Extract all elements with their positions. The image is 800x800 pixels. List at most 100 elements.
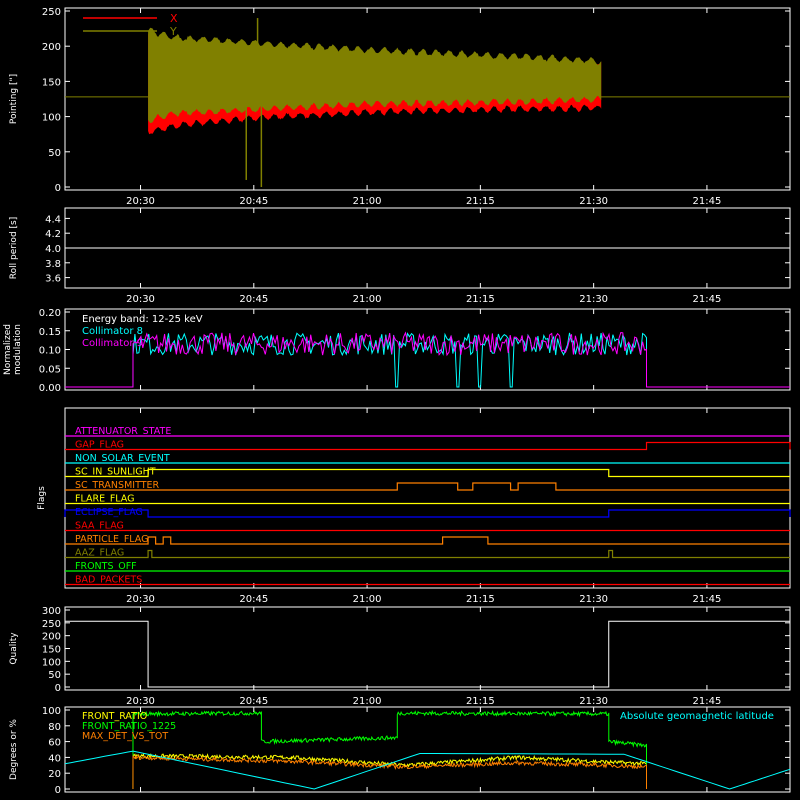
flag-line — [65, 536, 790, 545]
y-tick-label: 20 — [48, 769, 61, 780]
flag-label: ECLIPSE_FLAG — [75, 507, 143, 518]
flag-label: SAA_FLAG — [75, 521, 124, 532]
y-axis-label: Pointing ["] — [9, 74, 19, 124]
y-tick-label: 100 — [42, 657, 61, 668]
panel-frame — [64, 706, 791, 793]
y-tick-label: 4.2 — [45, 229, 61, 240]
x-tick-label: 21:00 — [353, 594, 382, 605]
y-axis-label: Roll period [s] — [9, 217, 19, 279]
x-tick-label: 20:30 — [126, 594, 155, 605]
x-tick-label: 21:00 — [353, 696, 382, 707]
x-tick-label: 21:15 — [466, 696, 495, 707]
panel-frame — [64, 606, 791, 691]
x-tick-label: 21:00 — [353, 196, 382, 207]
flag-line — [64, 509, 791, 518]
legend-label: MAX_DET_VS_TOT — [82, 731, 168, 742]
x-tick-label: 21:30 — [579, 594, 608, 605]
x-tick-label: 21:45 — [693, 594, 722, 605]
legend-label: FRONT_RATIO — [82, 711, 147, 722]
y-tick-label: 0 — [55, 683, 61, 694]
y-tick-label: 100 — [42, 706, 61, 717]
legend-label: X — [170, 12, 178, 25]
x-tick-label: 20:30 — [126, 696, 155, 707]
y-tick-label: 3.8 — [45, 259, 61, 270]
legend-label: FRONT_RATIO_1225 — [82, 721, 176, 732]
x-tick-label: 21:30 — [579, 294, 608, 305]
x-tick-label: 21:30 — [579, 696, 608, 707]
panel-roll: 20:30 20:45 21:00 21:15 21:30 21:45 3.6 3.8 4.0 4… — [9, 207, 791, 305]
panel-modulation: 0.00 0.05 0.10 0.15 0.20 Normalized modulation… — [3, 308, 791, 394]
series-line-Absolute geomagnetic latitude — [64, 750, 791, 790]
flag-line — [65, 441, 791, 451]
flag-label: PARTICLE_FLAG — [75, 534, 148, 545]
y-tick-label: 0 — [55, 183, 61, 194]
y-tick-label: 100 — [42, 113, 61, 124]
panel-frame — [64, 407, 791, 589]
y-tick-label: 0.00 — [39, 383, 61, 394]
y-tick-label: 200 — [42, 632, 61, 643]
y-tick-label: 3.6 — [45, 274, 61, 285]
y-tick-label: 60 — [48, 738, 61, 749]
x-tick-label: 20:30 — [126, 294, 155, 305]
flag-label: SC_TRANSMITTER — [75, 480, 160, 491]
energy-band-annotation: Energy band: 12-25 keV — [82, 314, 203, 325]
panel-flags: 20:30 20:45 21:00 21:15 21:30 21:45 Flags ATTEN… — [37, 407, 791, 605]
flag-line — [65, 468, 790, 478]
y-tick-label: 250 — [42, 7, 61, 18]
y-axis-label: Degrees or % — [9, 719, 19, 780]
flag-label: ATTENUATOR_STATE — [75, 426, 171, 437]
flag-label: FRONTS_OFF — [75, 561, 137, 572]
x-tick-label: 21:45 — [693, 294, 722, 305]
x-tick-label: 21:15 — [466, 594, 495, 605]
flag-label: BAD_PACKETS — [75, 575, 142, 586]
y-tick-label: 0 — [55, 785, 61, 796]
flag-line — [65, 549, 790, 559]
flag-label: GAP_FLAG — [75, 440, 124, 451]
y-tick-label: 40 — [48, 753, 61, 764]
y-tick-label: 50 — [48, 670, 61, 681]
x-tick-label: 20:30 — [126, 196, 155, 207]
y-tick-label: 0.10 — [39, 346, 61, 357]
flag-label: FLARE_FLAG — [75, 494, 135, 505]
y-axis-label: modulation — [13, 324, 23, 375]
panel-ratios: 0 20 40 60 80 100 Degrees or % FRONT_RATIOFRONT… — [9, 706, 791, 796]
y-axis-label: Quality — [9, 632, 19, 665]
flag-label: SC_IN_SUNLIGHT — [75, 467, 156, 478]
x-tick-label: 21:45 — [693, 196, 722, 207]
x-tick-label: 20:45 — [239, 294, 268, 305]
legend-label: Collimator 9 — [82, 338, 143, 349]
flag-label: AAZ_FLAG — [75, 548, 124, 559]
flag-label: NON_SOLAR_EVENT — [75, 453, 170, 464]
x-tick-label: 21:45 — [693, 696, 722, 707]
legend-label: Collimator 8 — [82, 326, 143, 337]
x-tick-label: 21:30 — [579, 196, 608, 207]
series-line — [65, 620, 790, 688]
series-line-Collimator 8 — [65, 332, 790, 388]
y-axis-label: Normalized — [3, 324, 13, 375]
geomagnetic-latitude-annotation: Absolute geomagnetic latitude — [620, 711, 774, 722]
x-tick-label: 21:15 — [466, 196, 495, 207]
x-tick-label: 21:00 — [353, 294, 382, 305]
y-tick-label: 50 — [48, 148, 61, 159]
x-tick-label: 21:15 — [466, 294, 495, 305]
legend-label: Y — [169, 25, 177, 38]
y-tick-label: 4.4 — [45, 214, 61, 225]
series-line-MAX_DET_VS_TOT — [132, 754, 648, 790]
y-tick-label: 200 — [42, 42, 61, 53]
flag-line — [65, 482, 790, 491]
series-line-Collimator 9 — [65, 331, 790, 388]
x-tick-label: 20:45 — [239, 696, 268, 707]
y-tick-label: 250 — [42, 619, 61, 630]
panel-frame — [64, 7, 791, 191]
y-tick-label: 150 — [42, 77, 61, 88]
y-tick-label: 0.15 — [39, 327, 61, 338]
y-tick-label: 80 — [48, 722, 61, 733]
panel-pointing: 20:30 20:45 21:00 21:15 21:30 21:45 0 50 100 150 2… — [9, 7, 791, 207]
y-axis-label: Flags — [37, 486, 47, 510]
y-tick-label: 0.20 — [39, 308, 61, 319]
series-line-FRONT_RATIO_1225 — [132, 709, 648, 790]
y-tick-label: 300 — [42, 606, 61, 617]
